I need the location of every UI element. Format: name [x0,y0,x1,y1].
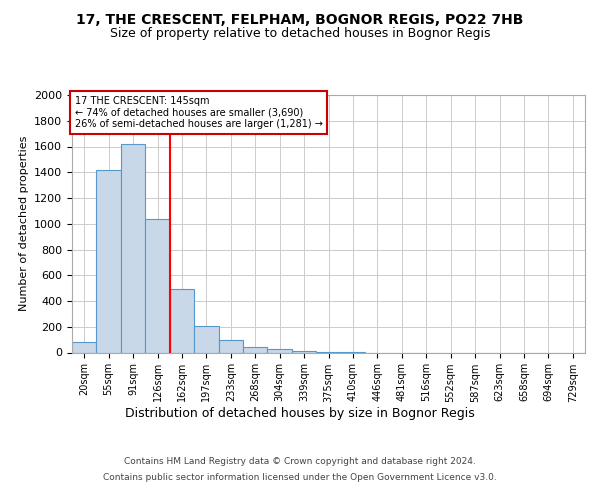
Text: Contains public sector information licensed under the Open Government Licence v3: Contains public sector information licen… [103,472,497,482]
Bar [194,326,218,352]
Text: 17 THE CRESCENT: 145sqm
← 74% of detached houses are smaller (3,690)
26% of semi: 17 THE CRESCENT: 145sqm ← 74% of detache… [74,96,322,130]
Text: 17, THE CRESCENT, FELPHAM, BOGNOR REGIS, PO22 7HB: 17, THE CRESCENT, FELPHAM, BOGNOR REGIS,… [76,12,524,26]
Bar [218,340,243,352]
Bar [170,290,194,352]
Y-axis label: Number of detached properties: Number of detached properties [19,136,29,312]
Bar [121,144,145,352]
Text: Size of property relative to detached houses in Bognor Regis: Size of property relative to detached ho… [110,28,490,40]
Bar [292,351,316,352]
Bar [145,218,170,352]
Bar [72,342,97,352]
Text: Contains HM Land Registry data © Crown copyright and database right 2024.: Contains HM Land Registry data © Crown c… [124,458,476,466]
Bar [268,350,292,352]
Bar [97,170,121,352]
Bar [243,348,268,352]
Text: Distribution of detached houses by size in Bognor Regis: Distribution of detached houses by size … [125,408,475,420]
